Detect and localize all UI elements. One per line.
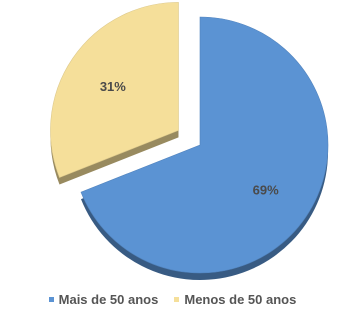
legend: Mais de 50 anos Menos de 50 anos	[0, 292, 345, 307]
slice-mais-de-50-anos	[80, 16, 329, 274]
legend-item-menos-de-50: Menos de 50 anos	[174, 292, 296, 307]
legend-swatch-menos-de-50	[174, 297, 180, 302]
slice-menos-de-50-anos	[50, 2, 179, 178]
legend-label-mais-de-50: Mais de 50 anos	[58, 292, 159, 307]
data-label-mais-de-50-anos: 69%	[253, 183, 279, 198]
legend-item-mais-de-50: Mais de 50 anos	[48, 292, 159, 307]
data-label-menos-de-50-anos: 31%	[100, 79, 126, 94]
legend-label-menos-de-50: Menos de 50 anos	[184, 292, 297, 307]
legend-swatch-mais-de-50	[48, 297, 54, 302]
